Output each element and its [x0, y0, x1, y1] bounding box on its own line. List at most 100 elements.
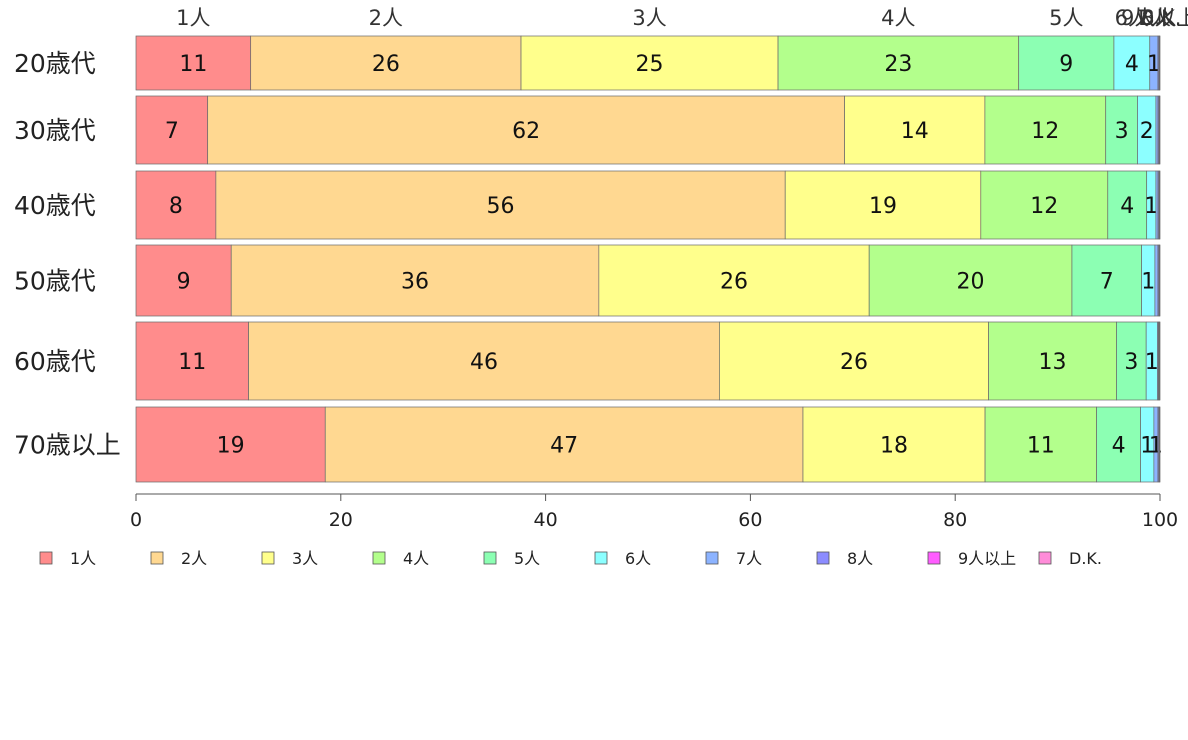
legend-swatch [150, 551, 164, 565]
bar-segment [1159, 406, 1161, 483]
bar-segment [230, 244, 600, 317]
legend-swatch [261, 551, 275, 565]
data-label: 11 [178, 350, 206, 375]
legend-swatch [705, 551, 719, 565]
data-label: 26 [840, 350, 868, 375]
data-label: 7 [1100, 270, 1114, 295]
x-tick-label: 20 [329, 509, 353, 531]
bar-segment [135, 321, 249, 401]
data-label: 9 [177, 270, 191, 295]
top-series-label: 7人 [1137, 6, 1171, 30]
data-label: 3 [1115, 119, 1129, 144]
data-label: 4 [1112, 434, 1126, 459]
legend-label: D.K. [1069, 549, 1102, 568]
data-label: 62 [512, 119, 540, 144]
bar-segment [1105, 95, 1138, 165]
data-label: 18 [880, 434, 908, 459]
bar-segment [135, 35, 252, 91]
bar-segment [135, 95, 209, 165]
data-label: 8 [169, 194, 183, 219]
bar-segment [324, 406, 804, 483]
data-label: 9 [1059, 52, 1073, 77]
legend-swatch [816, 551, 830, 565]
category-label: 30歳代 [14, 116, 96, 145]
data-label: 36 [401, 270, 429, 295]
bar-segment [984, 95, 1107, 165]
bar-segment [207, 95, 845, 165]
data-label: 47 [550, 434, 578, 459]
x-tick-label: 40 [534, 509, 558, 531]
legend-label: 6人 [625, 549, 651, 568]
bar-segment [1113, 35, 1151, 91]
data-label: 1 [1149, 434, 1163, 459]
data-label: 19 [217, 434, 245, 459]
bar-segment [1071, 244, 1142, 317]
bar-segment [135, 244, 232, 317]
data-label: 11 [1027, 434, 1055, 459]
top-series-label: 2人 [369, 6, 403, 30]
data-label: 26 [372, 52, 400, 77]
data-label: 7 [165, 119, 179, 144]
legend-label: 2人 [181, 549, 207, 568]
data-label: 1 [1145, 350, 1159, 375]
category-label: 60歳代 [14, 347, 96, 376]
data-label: 2 [1140, 119, 1154, 144]
legend-swatch [372, 551, 386, 565]
data-label: 12 [1030, 194, 1058, 219]
legend-label: 5人 [514, 549, 540, 568]
bar-segment [1107, 170, 1148, 240]
bar-segment [1159, 95, 1161, 165]
data-label: 23 [884, 52, 912, 77]
bar-segment [1159, 170, 1161, 240]
top-series-label: 4人 [881, 6, 915, 30]
x-tick-label: 100 [1142, 509, 1178, 531]
data-label: 1 [1144, 194, 1158, 219]
category-label: 40歳代 [14, 191, 96, 220]
top-series-label: 9人以上 [1121, 6, 1188, 30]
bar-segment [1159, 35, 1161, 91]
bar-segment [1116, 321, 1147, 401]
data-label: 3 [1124, 350, 1138, 375]
data-label: 4 [1120, 194, 1134, 219]
top-series-label: 6人 [1115, 6, 1149, 30]
top-series-label: D.K. [1138, 6, 1181, 30]
bar-segment [248, 321, 720, 401]
bar-segment [250, 35, 522, 91]
bar-segment [802, 406, 986, 483]
top-series-label: 1人 [176, 6, 210, 30]
data-label: 1 [1147, 52, 1161, 77]
data-label: 13 [1039, 350, 1067, 375]
legend-label: 4人 [403, 549, 429, 568]
legend-label: 3人 [292, 549, 318, 568]
bar-segment [988, 321, 1117, 401]
data-label: 25 [636, 52, 664, 77]
top-series-label: 3人 [632, 6, 666, 30]
data-label: 12 [1031, 119, 1059, 144]
data-label: 1 [1141, 270, 1155, 295]
bar-segment [1159, 321, 1161, 401]
x-tick-label: 60 [738, 509, 762, 531]
legend-swatch [483, 551, 497, 565]
bar-segment [868, 244, 1073, 317]
data-label: 26 [720, 270, 748, 295]
x-tick-label: 80 [943, 509, 967, 531]
data-label: 56 [487, 194, 515, 219]
legend-swatch [1038, 551, 1052, 565]
top-series-label: 8人 [1141, 6, 1175, 30]
category-label: 20歳代 [14, 49, 96, 78]
legend-swatch [39, 551, 53, 565]
bar-segment [1018, 35, 1115, 91]
bar-segment [520, 35, 779, 91]
data-label: 4 [1125, 52, 1139, 77]
legend-label: 9人以上 [958, 549, 1016, 568]
category-label: 70歳以上 [14, 431, 121, 460]
legend-swatch [927, 551, 941, 565]
legend-label: 8人 [847, 549, 873, 568]
category-label: 50歳代 [14, 267, 96, 296]
bar-segment [777, 35, 1020, 91]
legend-swatch [594, 551, 608, 565]
bar-segment [135, 406, 326, 483]
legend-label: 1人 [70, 549, 96, 568]
data-label: 20 [957, 270, 985, 295]
